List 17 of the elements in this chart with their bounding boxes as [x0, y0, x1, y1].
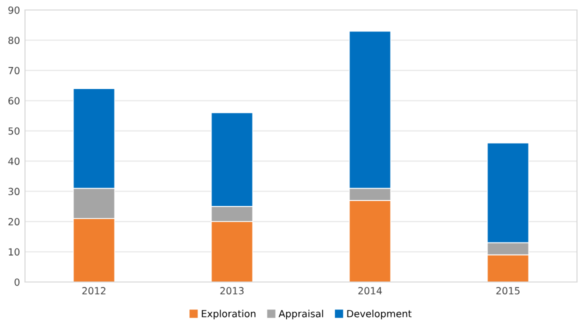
y-tick-label: 80	[8, 36, 20, 44]
y-tick-label: 90	[8, 6, 20, 14]
y-tick-label: 20	[8, 218, 20, 226]
y-tick-label: 0	[14, 278, 20, 286]
y-tick-label: 60	[8, 97, 20, 104]
y-tick-label: 50	[8, 127, 20, 135]
y-tick-label: 40	[8, 158, 20, 165]
x-tick-label: 2012	[82, 287, 106, 294]
y-tick-label: 70	[8, 66, 20, 74]
y-tick-label: 10	[8, 248, 20, 256]
y-tick-label: 30	[8, 188, 20, 196]
x-tick-label: 2013	[220, 287, 244, 294]
legend-label: Development	[347, 310, 412, 320]
x-tick-label: 2015	[496, 287, 520, 294]
legend-label: Appraisal	[278, 310, 324, 320]
legend-label: Exploration	[202, 310, 256, 320]
x-tick-label: 2014	[358, 287, 382, 294]
